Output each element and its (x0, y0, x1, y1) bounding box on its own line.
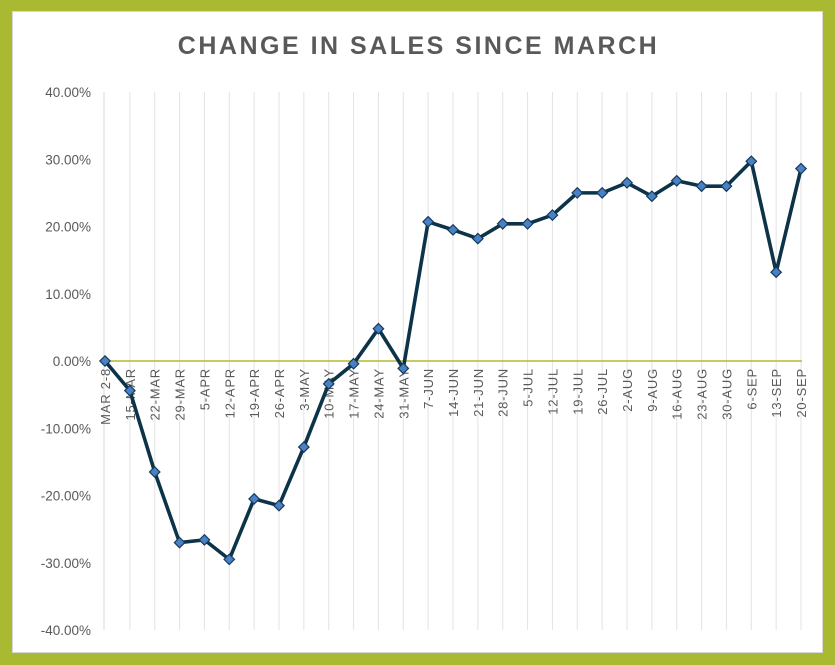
x-tick-label: 24-MAY (371, 368, 386, 419)
x-tick-label: 26-JUL (595, 368, 610, 415)
y-tick-label: 30.00% (45, 152, 91, 167)
x-tick-label: MAR 2-8 (98, 368, 113, 425)
x-tick-label: 17-MAY (347, 368, 362, 419)
series-markers (98, 155, 808, 566)
data-point-marker (272, 499, 286, 512)
x-tick-label: 21-JUN (471, 368, 486, 417)
y-tick-label: 10.00% (45, 287, 91, 302)
y-axis-tick-labels: 40.00% 30.00% 20.00% 10.00% 0.00% -10.00% -20.… (41, 85, 91, 638)
x-tick-label: 9-AUG (645, 368, 660, 412)
x-axis-tick-labels: MAR 2-815-MAR22-MAR29-MAR5-APR12-APR19-A… (98, 368, 809, 425)
x-tick-label: 31-MAY (396, 368, 411, 419)
y-tick-label: -20.00% (41, 489, 91, 504)
y-tick-label: -30.00% (41, 556, 91, 571)
y-tick-label: -40.00% (41, 623, 91, 638)
data-point-marker (770, 266, 783, 279)
x-tick-label: 19-APR (247, 368, 262, 418)
x-tick-label: 20-SEP (794, 368, 809, 418)
x-tick-label: 23-AUG (695, 368, 710, 420)
x-tick-label: 16-AUG (670, 368, 685, 420)
data-point-marker (571, 186, 584, 199)
data-point-marker (596, 186, 609, 199)
x-tick-label: 5-JUL (521, 368, 536, 407)
x-tick-label: 3-MAY (297, 368, 312, 411)
data-point-marker (372, 322, 385, 335)
x-tick-label: 29-MAR (173, 368, 188, 420)
x-tick-label: 7-JUN (421, 368, 436, 409)
data-point-marker (645, 190, 658, 203)
x-tick-label: 13-SEP (769, 368, 784, 418)
data-point-marker (794, 162, 808, 175)
data-point-marker (471, 232, 484, 245)
data-point-marker (720, 180, 733, 193)
x-tick-label: 12-APR (222, 368, 237, 418)
chart-frame: CHANGE IN SALES SINCE MARCH 40.00% 30.00%… (12, 11, 823, 653)
chart-title: CHANGE IN SALES SINCE MARCH (177, 32, 660, 60)
data-point-marker (546, 209, 559, 222)
x-tick-label: 14-JUN (446, 368, 461, 417)
x-tick-label: 28-JUN (496, 368, 511, 417)
plot-area: 40.00% 30.00% 20.00% 10.00% 0.00% -10.00% -20.… (41, 85, 809, 638)
data-point-marker (223, 553, 236, 566)
x-tick-label: 30-AUG (719, 368, 734, 420)
x-tick-label: 5-APR (197, 368, 212, 410)
data-point-marker (670, 174, 683, 187)
x-tick-label: 26-APR (272, 368, 287, 418)
data-point-marker (123, 384, 136, 397)
x-tick-label: 12-JUL (545, 368, 560, 415)
data-point-marker (446, 223, 460, 236)
data-point-marker (347, 357, 360, 370)
y-tick-label: 0.00% (53, 354, 91, 369)
data-point-marker (198, 533, 211, 546)
data-point-marker (397, 362, 410, 375)
data-point-marker (496, 217, 509, 230)
data-point-marker (148, 465, 161, 479)
x-tick-label: 19-JUL (570, 368, 585, 415)
x-tick-label: 2-AUG (620, 368, 635, 412)
data-point-marker (620, 176, 634, 189)
data-point-marker (322, 377, 335, 390)
data-point-marker (422, 215, 435, 228)
data-point-marker (297, 441, 310, 454)
data-point-marker (521, 217, 534, 230)
data-point-marker (173, 536, 186, 549)
y-tick-label: 20.00% (45, 220, 91, 235)
y-tick-label: -10.00% (41, 421, 91, 436)
data-point-marker (98, 354, 112, 368)
x-tick-label: 22-MAR (148, 368, 163, 420)
y-tick-label: 40.00% (45, 85, 91, 100)
data-point-marker (248, 492, 261, 505)
data-point-marker (745, 155, 758, 168)
x-tick-label: 6-SEP (744, 368, 759, 410)
data-point-marker (695, 180, 708, 193)
